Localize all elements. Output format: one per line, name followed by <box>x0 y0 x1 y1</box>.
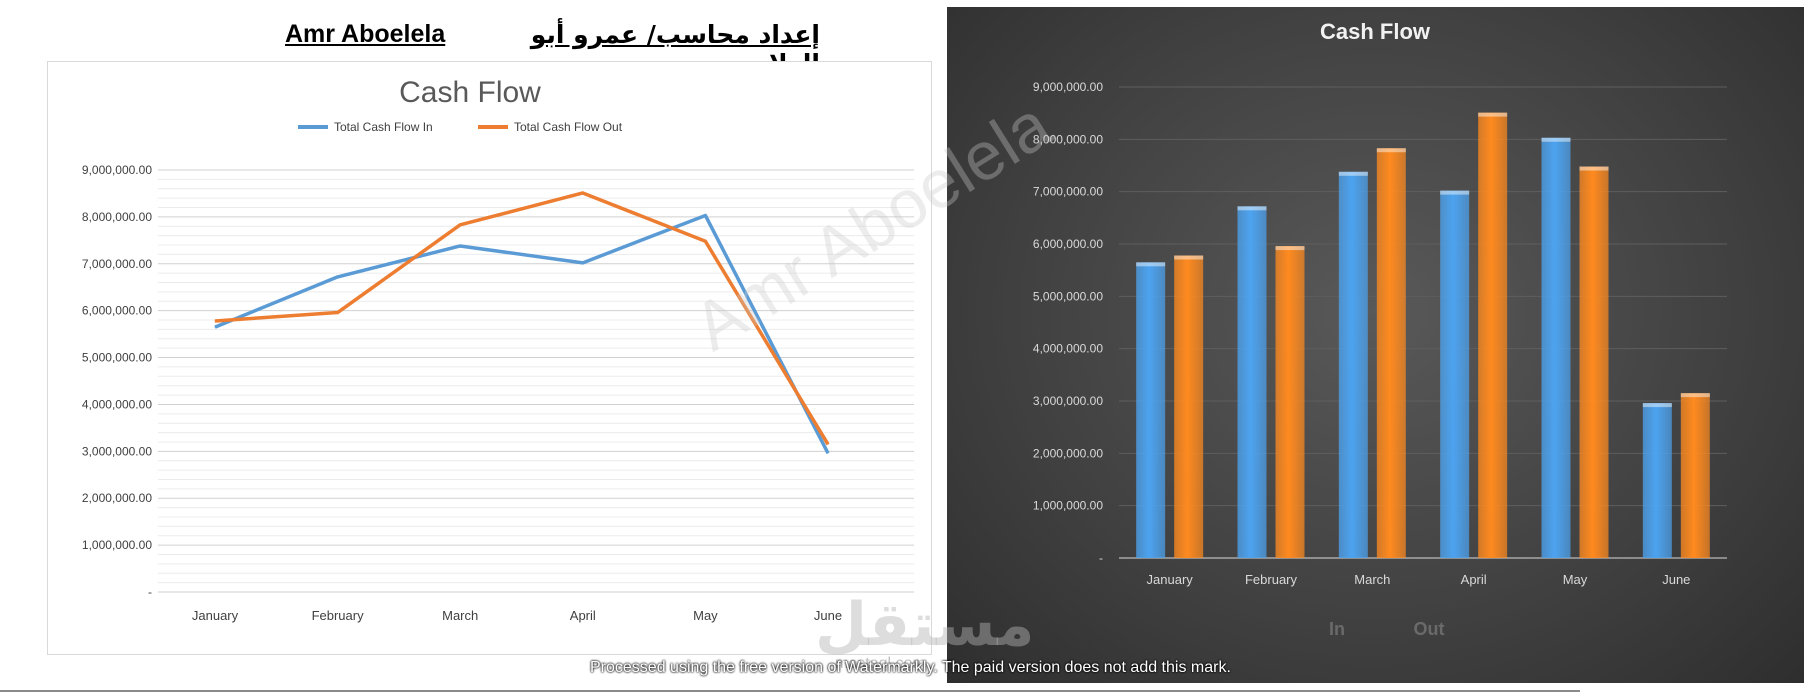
y-tick-label: 8,000,000.00 <box>1033 132 1103 146</box>
y-tick-label: 2,000,000.00 <box>82 491 152 505</box>
x-tick-label: May <box>1563 572 1588 587</box>
y-tick-label: 9,000,000.00 <box>1033 80 1103 94</box>
x-tick-label: June <box>1662 572 1690 587</box>
line-point <box>704 240 706 242</box>
bar-out <box>1174 255 1204 558</box>
line-point <box>827 452 829 454</box>
bar-in <box>1440 190 1470 558</box>
x-tick-label: March <box>1354 572 1390 587</box>
line-point <box>337 276 339 278</box>
y-tick-label: 1,000,000.00 <box>1033 499 1103 513</box>
x-tick-label: March <box>442 608 478 623</box>
y-tick-label: 4,000,000.00 <box>82 397 152 411</box>
y-tick-label: 3,000,000.00 <box>1033 394 1103 408</box>
page-header: Amr Aboelela إعداد محاسب/ عمرو أبو العلا <box>260 18 820 78</box>
bar-chart-svg: Cash Flow - 1,000,000.00 2,000,000.00 3,000,… <box>1033 19 1727 639</box>
mostaql-url-watermark: mostaql.com <box>835 655 926 672</box>
bar-cap <box>1541 137 1571 142</box>
y-tick-label: - <box>148 585 152 599</box>
bar-chart[interactable]: Cash Flow - 1,000,000.00 2,000,000.00 3,000,… <box>947 7 1804 683</box>
y-tick-label: 3,000,000.00 <box>82 444 152 458</box>
y-tick-label: 7,000,000.00 <box>1033 185 1103 199</box>
y-tick-label: 1,000,000.00 <box>82 538 152 552</box>
bar-in <box>1136 262 1166 558</box>
legend-label: Total Cash Flow In <box>334 120 433 134</box>
legend-label: In <box>1329 619 1345 639</box>
bottom-divider <box>0 690 1580 692</box>
author-name-english: Amr Aboelela <box>285 20 446 48</box>
bar-cap <box>1680 393 1710 398</box>
x-tick-label: February <box>1245 572 1298 587</box>
line-point <box>827 443 829 445</box>
line-point <box>582 262 584 264</box>
bar-cap <box>1642 403 1672 408</box>
bar-cap <box>1237 206 1267 211</box>
bar-out <box>1275 246 1305 559</box>
bar-cap <box>1338 171 1368 176</box>
line-point <box>459 245 461 247</box>
y-tick-label: 5,000,000.00 <box>82 351 152 365</box>
y-tick-label: 2,000,000.00 <box>1033 446 1103 460</box>
y-tick-label: 5,000,000.00 <box>1033 289 1103 303</box>
x-tick-label: June <box>814 608 842 623</box>
y-tick-label: 6,000,000.00 <box>1033 237 1103 251</box>
x-tick-label: May <box>693 608 718 623</box>
line-point <box>704 214 706 216</box>
y-tick-label: - <box>1099 551 1103 565</box>
bar-cap <box>1275 246 1305 251</box>
bar-cap <box>1579 166 1609 171</box>
legend-label: Out <box>1414 619 1445 639</box>
bar-cap <box>1376 148 1406 153</box>
line-series <box>214 191 830 446</box>
bar-in <box>1642 403 1672 558</box>
bar-out <box>1376 148 1406 559</box>
watermarkly-notice: Processed using the free version of Wate… <box>590 659 1231 676</box>
line-point <box>459 224 461 226</box>
y-tick-label: 6,000,000.00 <box>82 304 152 318</box>
line-point <box>337 312 339 314</box>
y-tick-label: 7,000,000.00 <box>82 257 152 271</box>
y-tick-label: 8,000,000.00 <box>82 210 152 224</box>
y-tick-label: 4,000,000.00 <box>1033 342 1103 356</box>
line-point <box>214 326 216 328</box>
bar-cap <box>1174 255 1204 260</box>
bar-out <box>1478 112 1508 558</box>
bar-in <box>1541 137 1571 558</box>
bar-out <box>1579 166 1609 558</box>
x-tick-label: January <box>1147 572 1194 587</box>
y-tick-label: 9,000,000.00 <box>82 163 152 177</box>
x-tick-label: April <box>1461 572 1487 587</box>
legend-label: Total Cash Flow Out <box>514 120 623 134</box>
line-series <box>214 213 830 455</box>
line-chart[interactable]: Cash Flow - 1,000,000.00 2,000,000.00 3,000,… <box>47 61 932 655</box>
bar-cap <box>1440 190 1470 195</box>
line-point <box>214 320 216 322</box>
bar-chart-title: Cash Flow <box>1320 19 1431 44</box>
x-tick-label: January <box>192 608 239 623</box>
bar-cap <box>1478 112 1508 117</box>
line-point <box>582 192 584 194</box>
bar-in <box>1338 171 1368 558</box>
line-chart-title: Cash Flow <box>399 76 541 109</box>
line-chart-svg: Cash Flow - 1,000,000.00 2,000,000.00 3,000,… <box>82 76 914 623</box>
bar-in <box>1237 206 1267 558</box>
bar-out <box>1680 393 1710 558</box>
bar-cap <box>1136 262 1166 267</box>
x-tick-label: February <box>312 608 365 623</box>
x-tick-label: April <box>570 608 596 623</box>
